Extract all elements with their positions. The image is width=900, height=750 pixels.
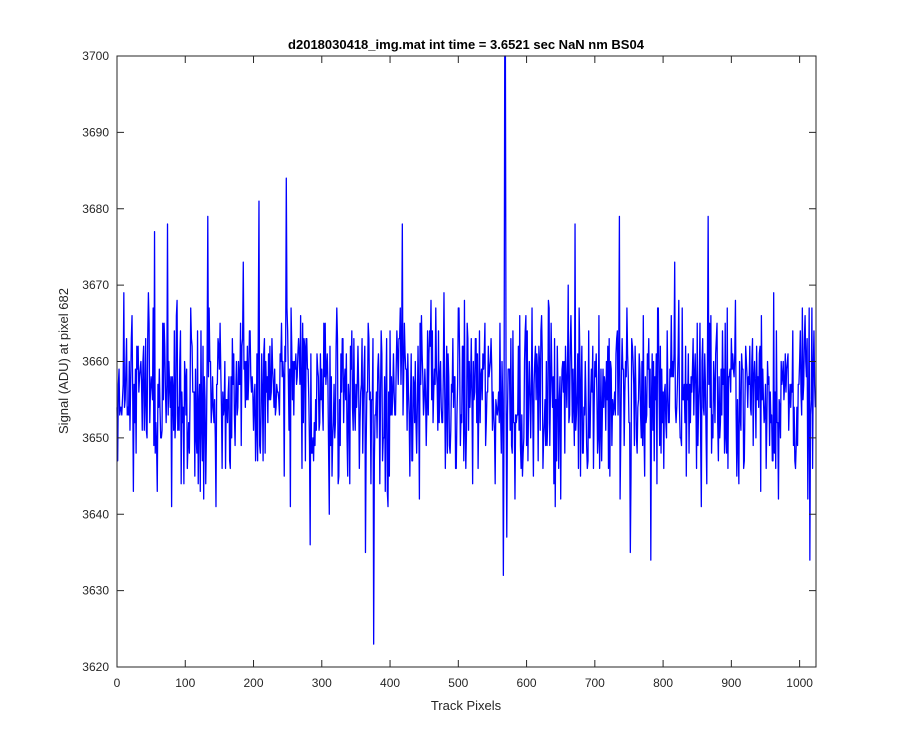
x-tick-label: 0 <box>114 676 121 690</box>
y-axis: 3620 3630 3640 3650 3660 3670 3680 3690 3700 <box>82 49 816 674</box>
x-tick-label: 100 <box>175 676 195 690</box>
chart-title: d2018030418_img.mat int time = 3.6521 se… <box>288 37 645 52</box>
x-tick-label: 200 <box>244 676 264 690</box>
y-axis-label: Signal (ADU) at pixel 682 <box>56 288 71 434</box>
x-tick-label: 1000 <box>786 676 813 690</box>
signal-line <box>116 55 816 645</box>
y-tick-label: 3620 <box>82 660 109 674</box>
y-tick-label: 3630 <box>82 584 109 598</box>
y-tick-label: 3690 <box>82 125 109 139</box>
x-tick-label: 400 <box>380 676 400 690</box>
x-axis: 0 100 200 300 400 500 600 700 800 900 1000 <box>114 56 813 690</box>
x-tick-label: 900 <box>721 676 741 690</box>
x-tick-label: 300 <box>312 676 332 690</box>
x-tick-label: 500 <box>448 676 468 690</box>
y-tick-label: 3680 <box>82 202 109 216</box>
y-tick-label: 3700 <box>82 49 109 63</box>
y-tick-label: 3650 <box>82 431 109 445</box>
y-tick-label: 3660 <box>82 355 109 369</box>
x-tick-label: 700 <box>585 676 605 690</box>
x-tick-label: 800 <box>653 676 673 690</box>
x-tick-label: 600 <box>517 676 537 690</box>
data-series <box>116 55 816 645</box>
y-tick-label: 3670 <box>82 278 109 292</box>
y-tick-label: 3640 <box>82 507 109 521</box>
x-axis-label: Track Pixels <box>431 698 502 713</box>
